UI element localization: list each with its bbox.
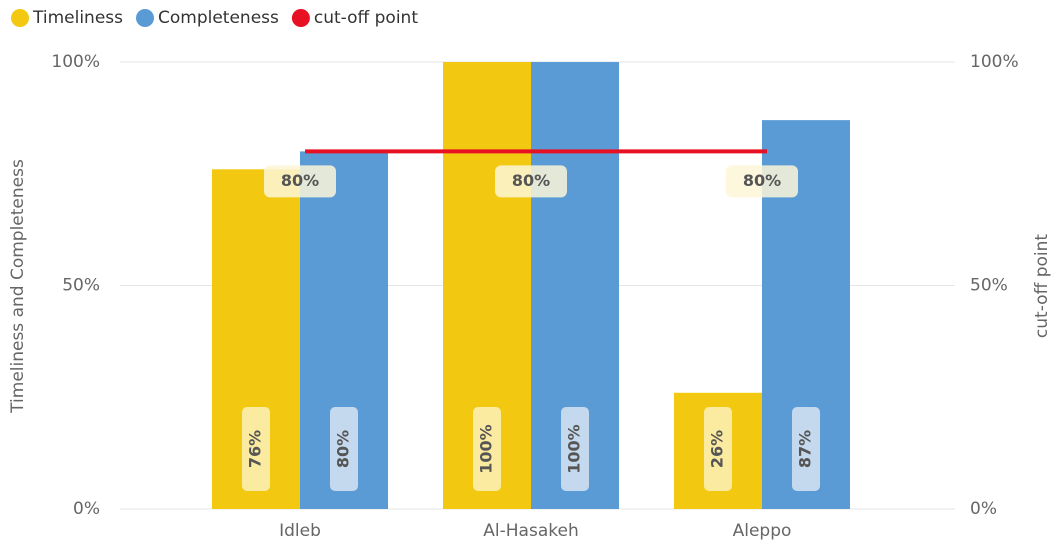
data-label: 80% — [743, 171, 781, 190]
legend-marker — [291, 9, 310, 27]
x-tick-label: Idleb — [279, 521, 321, 541]
y2-tick-label: 50% — [970, 276, 1008, 296]
data-label-box — [242, 407, 270, 491]
x-tick-label: Al-Hasakeh — [483, 521, 578, 541]
data-label: 26% — [708, 430, 727, 468]
legend-label: Completeness — [158, 8, 279, 28]
data-label-box — [561, 407, 589, 491]
y2-tick-label: 0% — [970, 499, 997, 519]
data-label: 80% — [512, 171, 550, 190]
data-label-box — [473, 407, 501, 491]
y2-tick-label: 100% — [970, 52, 1019, 72]
data-label-box — [264, 165, 336, 198]
y-tick-label: 0% — [73, 499, 100, 519]
data-label: 87% — [796, 430, 815, 468]
legend-label: cut-off point — [314, 8, 418, 28]
x-tick-label: Aleppo — [733, 521, 792, 541]
legend-marker — [11, 9, 29, 27]
data-label-box — [704, 407, 732, 491]
data-label: 100% — [477, 424, 496, 473]
data-label-box — [330, 407, 358, 491]
data-label: 76% — [246, 430, 265, 468]
y2-axis-title: cut-off point — [1032, 234, 1052, 338]
data-label-box — [726, 165, 798, 198]
y-axis-title: Timeliness and Completeness — [8, 159, 28, 414]
legend-marker — [136, 9, 154, 27]
legend-label: Timeliness — [32, 8, 123, 28]
y-tick-label: 100% — [51, 52, 100, 72]
data-label: 100% — [565, 424, 584, 473]
data-label-box — [495, 165, 567, 198]
data-label: 80% — [281, 171, 319, 190]
data-label-box — [792, 407, 820, 491]
data-label: 80% — [334, 430, 353, 468]
y-tick-label: 50% — [62, 276, 100, 296]
